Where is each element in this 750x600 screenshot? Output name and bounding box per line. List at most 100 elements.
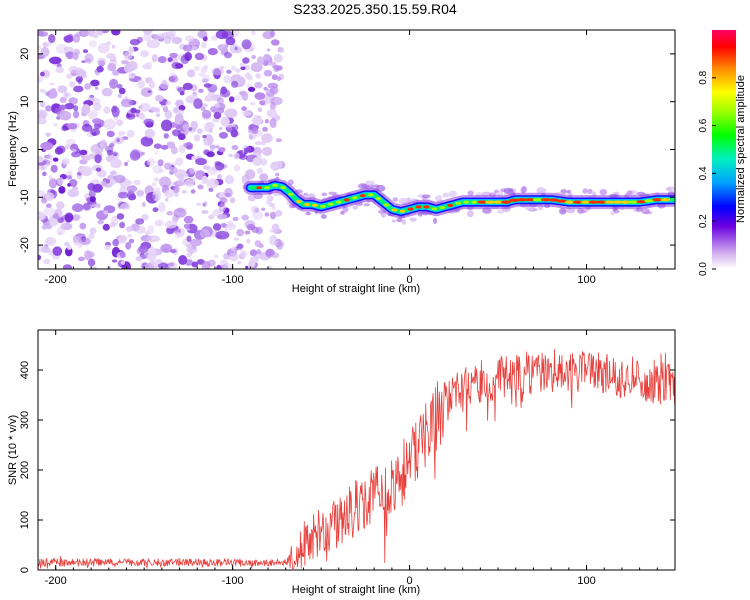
halo-blob (667, 186, 675, 192)
noise-blob (169, 166, 178, 174)
noise-blob (128, 238, 135, 244)
noise-blob (251, 226, 260, 233)
noise-blob (73, 85, 84, 93)
noise-blob (173, 208, 187, 218)
noise-blob (263, 86, 268, 91)
noise-blob (135, 218, 145, 225)
noise-blob (49, 56, 62, 65)
noise-blob (217, 174, 222, 180)
noise-blob (79, 237, 91, 246)
noise-blob (141, 201, 146, 207)
noise-blob (75, 76, 84, 83)
snr-x-axis: -200 -100 0 100 (45, 330, 676, 587)
x-tick-label: 100 (577, 575, 595, 587)
noise-blob (53, 123, 58, 127)
x-tick-label: 0 (407, 575, 413, 587)
noise-blob (48, 34, 56, 44)
noise-blob (269, 163, 277, 170)
noise-blob (44, 75, 50, 79)
hot-spot (399, 209, 406, 213)
noise-blob (186, 243, 193, 248)
noise-blob (153, 143, 162, 149)
noise-blob (273, 40, 280, 46)
hot-spot (455, 201, 462, 205)
noise-blob (119, 251, 126, 258)
halo-blob (559, 207, 567, 215)
noise-blob (86, 251, 95, 258)
noise-blob (269, 118, 277, 128)
noise-blob (169, 75, 179, 83)
hot-spot (477, 200, 488, 204)
halo-blob (610, 210, 615, 216)
noise-blob (154, 150, 158, 155)
noise-blob (259, 173, 269, 182)
noise-blob (96, 57, 107, 66)
noise-blob (164, 162, 172, 170)
spectrogram-y-label: Frequency (Hz) (7, 111, 19, 187)
noise-blob (258, 243, 264, 248)
noise-blob (77, 256, 85, 262)
hot-spot (524, 198, 535, 202)
noise-blob (218, 147, 226, 153)
halo-blob (503, 187, 513, 195)
noise-blob (159, 81, 169, 90)
y-tick-label: 0 (19, 567, 31, 573)
noise-blob (224, 51, 232, 59)
noise-blob (61, 158, 70, 165)
noise-blob (120, 98, 133, 108)
noise-blob (199, 30, 208, 38)
noise-blob (224, 175, 235, 185)
noise-blob (66, 175, 72, 180)
noise-blob (197, 184, 204, 190)
noise-blob (70, 143, 79, 152)
noise-blob (164, 220, 178, 229)
noise-blob (77, 244, 83, 248)
noise-blob (265, 248, 275, 256)
halo-blob (542, 188, 547, 194)
hot-spot (423, 205, 430, 209)
hot-spot (463, 200, 470, 204)
noise-blob (269, 102, 276, 111)
y-tick-label: 0 (19, 146, 31, 152)
snr-panel: -200 -100 0 100 0 100 200 300 400 Height of str… (7, 329, 676, 596)
noise-blob (143, 262, 154, 269)
noise-blob (146, 235, 161, 243)
noise-blob (38, 212, 46, 221)
noise-blob (234, 154, 240, 159)
noise-blob (44, 192, 55, 202)
noise-blob (193, 134, 201, 142)
hot-spot (304, 202, 310, 207)
noise-blob (188, 127, 193, 132)
halo-blob (566, 208, 576, 214)
noise-blob (130, 73, 136, 77)
colorbar-gradient (712, 30, 736, 269)
noise-blob (95, 203, 101, 209)
noise-blob (52, 246, 63, 256)
noise-blob (206, 178, 219, 189)
noise-blob (184, 35, 195, 42)
noise-blob (243, 147, 252, 153)
noise-blob (88, 110, 98, 120)
noise-blob (185, 141, 193, 150)
noise-blob (154, 187, 161, 192)
colorbar-tick-label: 0.4 (698, 166, 709, 180)
halo-blob (392, 197, 398, 202)
noise-blob (106, 53, 116, 59)
noise-blob (261, 146, 273, 156)
noise-blob (266, 48, 271, 52)
hot-spot (564, 200, 575, 204)
noise-blob (183, 223, 190, 229)
noise-blob (109, 78, 119, 89)
noise-blob (196, 128, 203, 134)
noise-blob (45, 203, 52, 208)
noise-blob (215, 145, 220, 149)
noise-blob (116, 138, 120, 143)
noise-blob (61, 125, 69, 132)
noise-blob (64, 103, 75, 110)
noise-blob (201, 180, 207, 184)
noise-blob (163, 133, 169, 139)
noise-blob (275, 160, 283, 169)
noise-blob (136, 189, 145, 197)
noise-blob (95, 167, 102, 172)
noise-blob (182, 82, 193, 90)
